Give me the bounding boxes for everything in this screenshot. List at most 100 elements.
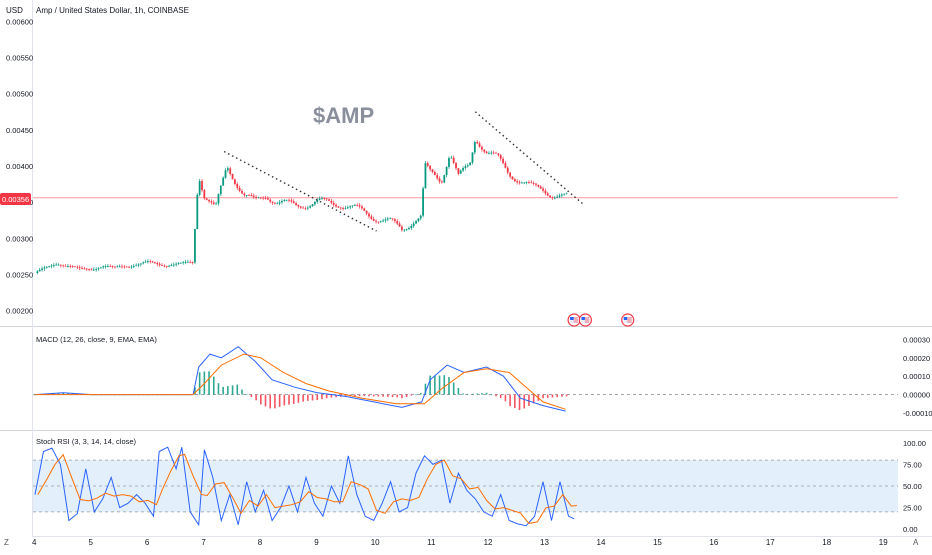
candle-body [349, 206, 352, 208]
candle-body [556, 196, 559, 198]
candle-body [123, 266, 126, 268]
candle-body [219, 185, 222, 195]
price-tick-label: 0.00400 [6, 162, 33, 171]
candle-body [401, 226, 403, 230]
candle-body [175, 263, 178, 265]
price-tag [0, 193, 31, 205]
stoch-k-line[interactable] [34, 446, 575, 527]
stoch-d-line[interactable] [37, 453, 577, 524]
timezone-icon[interactable]: Z [4, 538, 9, 547]
candle-body [464, 166, 467, 169]
macd-hist-bar [67, 393, 69, 395]
candle-body [252, 195, 255, 197]
candle-body [353, 204, 356, 206]
candle-body [50, 265, 53, 267]
macd-hist-bar [565, 394, 568, 397]
candle-body [55, 264, 58, 266]
auto-scale-icon[interactable]: A [913, 538, 919, 547]
candle-body [302, 207, 305, 209]
macd-tick-label: 0.00020 [903, 354, 930, 363]
macd-hist-bar [297, 394, 300, 403]
candle-body [182, 262, 185, 264]
time-tick-label: 7 [201, 538, 206, 547]
candle-body [342, 208, 345, 210]
time-tick-label: 13 [540, 538, 549, 547]
macd-title[interactable]: MACD (12, 26, close, 9, EMA, EMA) [36, 335, 157, 344]
candle-body [455, 162, 457, 169]
event-markers[interactable] [567, 313, 635, 327]
candle-body [102, 266, 105, 268]
candle-body [215, 203, 218, 205]
candle-body [125, 266, 128, 268]
candle-body [330, 200, 333, 203]
candle-body [318, 198, 321, 200]
candle-body [130, 266, 133, 268]
candle-body [104, 266, 107, 268]
candle-body [309, 206, 312, 208]
trendline[interactable] [474, 111, 584, 205]
macd-hist-bar [278, 394, 281, 407]
us-flag-icon[interactable] [567, 313, 581, 327]
candle-body [379, 221, 382, 223]
time-tick-label: 15 [653, 538, 662, 547]
macd-hist-bar [434, 375, 436, 395]
candle-body [255, 196, 257, 198]
candle-body [462, 168, 464, 171]
time-tick-label: 14 [597, 538, 606, 547]
candle-body [179, 262, 182, 264]
candle-body [565, 193, 568, 195]
macd-hist-bar [245, 393, 248, 395]
macd-hist-bar [372, 394, 375, 397]
macd-hist-bar [283, 394, 286, 406]
stoch-title[interactable]: Stoch RSI (3, 3, 14, 14, close) [36, 437, 137, 446]
amp-annotation[interactable]: $AMP [313, 103, 374, 128]
macd-hist-bar [307, 394, 309, 401]
macd-hist-bar [222, 386, 224, 395]
candle-body [163, 265, 166, 267]
macd-hist-bar [438, 375, 441, 395]
candle-body [544, 190, 547, 194]
us-flag-icon[interactable] [578, 313, 592, 327]
candle-body [499, 155, 502, 159]
us-flag-icon[interactable] [621, 313, 635, 327]
candle-body [71, 266, 74, 267]
price-tick-label: 0.00250 [6, 270, 33, 279]
candle-body [212, 202, 215, 204]
macd-hist-bar [556, 394, 558, 398]
candle-body [62, 265, 65, 267]
trendlines[interactable] [223, 111, 584, 232]
macd-hist-bar [542, 394, 544, 399]
candle-body [410, 226, 413, 228]
candles[interactable] [36, 140, 568, 275]
candle-body [222, 177, 225, 186]
candle-body [290, 200, 293, 202]
candle-body [426, 163, 429, 166]
macd-hist-bar [194, 387, 196, 395]
candle-body [217, 194, 220, 204]
candle-body [226, 168, 229, 171]
candle-body [191, 262, 194, 263]
price-axis-labels: 0.002000.002500.003000.003500.004000.004… [6, 17, 33, 315]
candle-body [121, 266, 123, 268]
macd-hist-bar [551, 394, 554, 398]
candle-body [516, 181, 519, 183]
currency-label: USD [6, 6, 23, 15]
candle-body [67, 266, 69, 267]
candle-body [38, 269, 41, 272]
macd-hist-bar [429, 375, 431, 395]
trendline[interactable] [223, 150, 377, 232]
price-tick-label: 0.00550 [6, 54, 33, 63]
candle-body [325, 198, 328, 200]
candle-body [76, 266, 79, 268]
macd-hist-bar [419, 392, 422, 395]
symbol-title[interactable]: Amp / United States Dollar, 1h, COINBASE [36, 6, 189, 15]
candle-body [250, 195, 253, 196]
macd-hist-bar [57, 393, 60, 395]
signal-line[interactable] [35, 353, 566, 410]
candle-body [172, 264, 175, 266]
candle-body [480, 146, 483, 150]
candle-body [542, 188, 544, 191]
candle-body [59, 264, 62, 266]
macd-hist-bar [448, 376, 450, 395]
